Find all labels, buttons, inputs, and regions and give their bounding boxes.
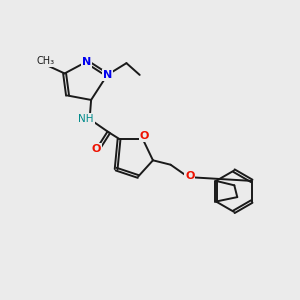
- Text: CH₃: CH₃: [36, 56, 55, 66]
- Text: N: N: [82, 57, 91, 67]
- Text: O: O: [140, 131, 149, 142]
- Text: NH: NH: [78, 114, 94, 124]
- Text: O: O: [185, 171, 194, 181]
- Text: O: O: [92, 143, 101, 154]
- Text: N: N: [103, 70, 112, 80]
